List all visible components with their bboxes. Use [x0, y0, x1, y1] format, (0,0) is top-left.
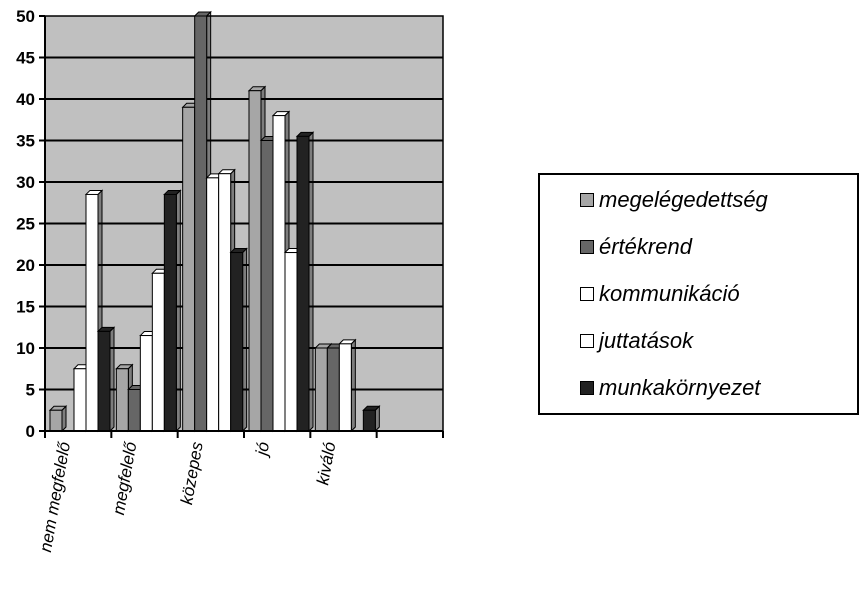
legend-label: értékrend — [599, 234, 692, 259]
bar — [97, 330, 111, 432]
bar-side — [109, 326, 115, 433]
legend-item: munkakörnyezet — [580, 373, 760, 403]
bar — [326, 347, 340, 432]
bar — [115, 368, 129, 432]
bar — [272, 115, 286, 432]
bar — [218, 173, 232, 432]
bar — [230, 252, 244, 432]
bar — [49, 409, 63, 432]
bar — [85, 193, 99, 432]
bar — [163, 193, 177, 432]
y-tick-label: 45 — [16, 49, 35, 68]
bar — [206, 177, 220, 432]
legend-item: megelégedettség — [580, 185, 768, 215]
bars — [48, 10, 381, 433]
legend-swatch — [580, 287, 594, 301]
y-tick-label: 25 — [16, 215, 35, 234]
legend-swatch — [580, 334, 594, 348]
y-tick-label: 35 — [16, 132, 35, 151]
legend-item: kommunikáció — [580, 279, 740, 309]
bar — [260, 140, 274, 432]
legend-item: értékrend — [580, 232, 692, 262]
bar — [314, 347, 328, 432]
legend-swatch — [580, 240, 594, 254]
legend-label: juttatások — [599, 328, 694, 353]
bar — [296, 135, 310, 432]
legend-swatch — [580, 381, 594, 395]
legend-swatch — [580, 193, 594, 207]
bar-side — [308, 131, 314, 433]
y-tick-label: 0 — [26, 422, 35, 441]
y-tick-labels: 0 5 10 15 20 25 30 35 40 45 50 — [16, 7, 35, 441]
legend: megelégedettség értékrend kommunikáció jutt… — [538, 173, 859, 415]
bar-side — [374, 405, 380, 433]
bar — [362, 409, 376, 432]
bar — [194, 15, 208, 432]
x-category-label: jó — [252, 440, 273, 458]
y-tick-label: 40 — [16, 90, 35, 109]
bar — [127, 389, 141, 432]
bar-side — [175, 189, 181, 433]
legend-label: kommunikáció — [599, 281, 740, 306]
bar-side — [242, 247, 248, 433]
y-tick-label: 5 — [26, 381, 35, 400]
gridlines — [45, 56, 443, 391]
bar — [151, 272, 165, 432]
axes — [39, 15, 444, 438]
y-tick-label: 15 — [16, 298, 35, 317]
bar-side — [350, 338, 356, 433]
bar — [182, 106, 196, 432]
bar — [284, 252, 298, 432]
bar-side — [61, 405, 67, 433]
y-tick-label: 30 — [16, 173, 35, 192]
y-tick-label: 50 — [16, 7, 35, 26]
legend-label: munkakörnyezet — [599, 375, 761, 400]
y-tick-label: 10 — [16, 339, 35, 358]
bar — [338, 343, 352, 432]
x-category-label: kiváló — [313, 440, 339, 486]
x-tick-labels: nem megfelelő megfelelő közepes jó kiváló — [36, 440, 339, 554]
bar — [139, 335, 153, 432]
x-category-label: megfelelő — [109, 440, 141, 516]
x-category-label: nem megfelelő — [36, 440, 74, 554]
legend-label: megelégedettség — [599, 187, 768, 212]
y-tick-label: 20 — [16, 256, 35, 275]
bar — [73, 368, 87, 432]
legend-item: juttatások — [580, 326, 693, 356]
x-category-label: közepes — [177, 440, 207, 506]
bar — [248, 90, 262, 432]
